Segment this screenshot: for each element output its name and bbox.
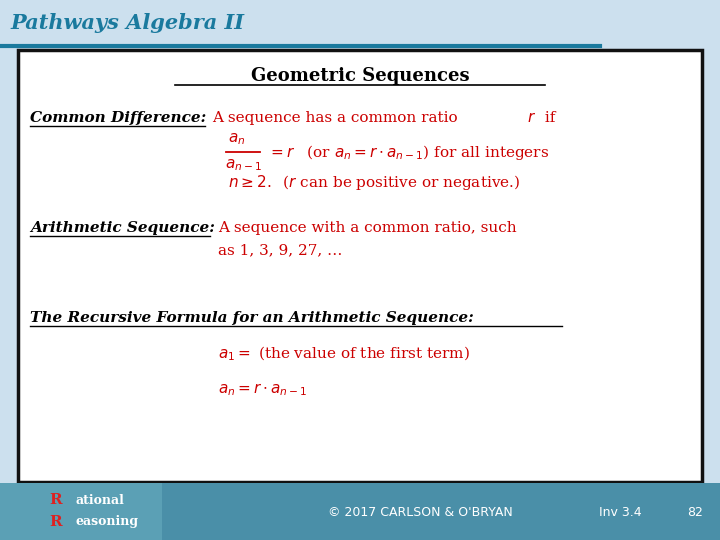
- Text: Inv 3.4: Inv 3.4: [599, 505, 642, 518]
- Text: A sequence has a common ratio: A sequence has a common ratio: [212, 111, 462, 125]
- Text: $a_{n-1}$: $a_{n-1}$: [225, 157, 262, 173]
- Text: if: if: [540, 111, 555, 125]
- Text: $a_n = r \cdot a_{n-1}$: $a_n = r \cdot a_{n-1}$: [218, 382, 307, 399]
- Text: R: R: [50, 515, 62, 529]
- Text: $a_n$: $a_n$: [228, 131, 246, 147]
- Text: Pathways Algebra II: Pathways Algebra II: [10, 13, 244, 33]
- Text: easoning: easoning: [75, 516, 138, 529]
- Text: © 2017 CARLSON & O'BRYAN: © 2017 CARLSON & O'BRYAN: [328, 505, 513, 518]
- Bar: [0, 0, 720, 46]
- Text: Geometric Sequences: Geometric Sequences: [251, 67, 469, 85]
- Text: $= r\;$  (or $a_n = r \cdot a_{n-1}$) for all integers: $= r\;$ (or $a_n = r \cdot a_{n-1}$) for…: [268, 143, 549, 161]
- Text: ational: ational: [75, 494, 124, 507]
- Bar: [0, 483, 162, 540]
- Text: Common Difference:: Common Difference:: [30, 111, 206, 125]
- Text: Arithmetic Sequence:: Arithmetic Sequence:: [30, 221, 215, 235]
- Bar: [0, 483, 720, 540]
- Text: R: R: [50, 493, 62, 507]
- Text: A sequence with a common ratio, such: A sequence with a common ratio, such: [218, 221, 517, 235]
- Text: $a_1 = $ (the value of the first term): $a_1 = $ (the value of the first term): [218, 345, 470, 363]
- Text: The Recursive Formula for an Arithmetic Sequence:: The Recursive Formula for an Arithmetic …: [30, 311, 474, 325]
- Text: 82: 82: [687, 505, 703, 518]
- Bar: [18, 50, 702, 482]
- Text: $n \geq 2.\;$ ($r$ can be positive or negative.): $n \geq 2.\;$ ($r$ can be positive or ne…: [228, 173, 521, 192]
- Text: as 1, 3, 9, 27, …: as 1, 3, 9, 27, …: [218, 243, 343, 257]
- Text: $r$: $r$: [527, 111, 536, 125]
